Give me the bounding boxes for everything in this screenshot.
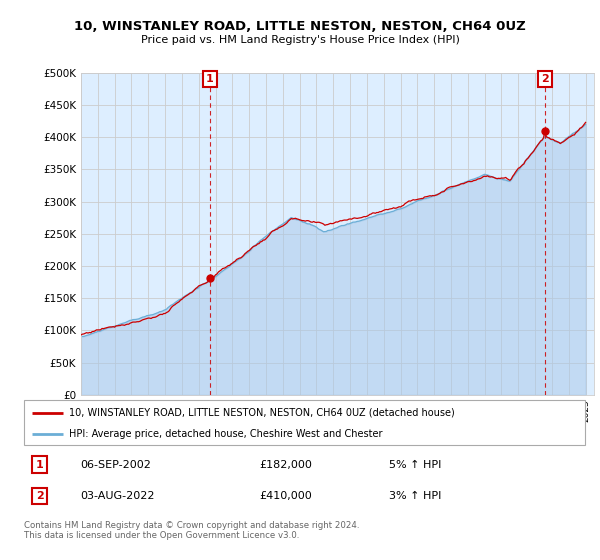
- Text: Price paid vs. HM Land Registry's House Price Index (HPI): Price paid vs. HM Land Registry's House …: [140, 35, 460, 45]
- Text: 1: 1: [206, 74, 214, 84]
- Text: 3% ↑ HPI: 3% ↑ HPI: [389, 491, 441, 501]
- Text: 03-AUG-2022: 03-AUG-2022: [80, 491, 155, 501]
- Text: 1: 1: [36, 460, 44, 470]
- Text: £410,000: £410,000: [260, 491, 313, 501]
- Text: 2: 2: [36, 491, 44, 501]
- Text: HPI: Average price, detached house, Cheshire West and Chester: HPI: Average price, detached house, Ches…: [69, 429, 382, 439]
- Text: 06-SEP-2002: 06-SEP-2002: [80, 460, 151, 470]
- Text: £182,000: £182,000: [260, 460, 313, 470]
- Text: 10, WINSTANLEY ROAD, LITTLE NESTON, NESTON, CH64 0UZ: 10, WINSTANLEY ROAD, LITTLE NESTON, NEST…: [74, 20, 526, 32]
- Text: 5% ↑ HPI: 5% ↑ HPI: [389, 460, 441, 470]
- Text: 2: 2: [541, 74, 549, 84]
- Text: 10, WINSTANLEY ROAD, LITTLE NESTON, NESTON, CH64 0UZ (detached house): 10, WINSTANLEY ROAD, LITTLE NESTON, NEST…: [69, 408, 455, 418]
- Text: Contains HM Land Registry data © Crown copyright and database right 2024.
This d: Contains HM Land Registry data © Crown c…: [24, 521, 359, 540]
